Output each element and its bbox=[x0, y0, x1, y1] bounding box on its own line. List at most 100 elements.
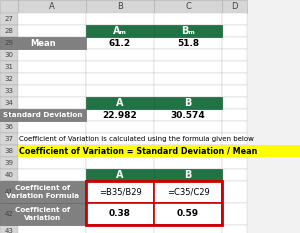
Bar bbox=[222, 73, 247, 85]
Bar bbox=[18, 157, 86, 169]
Bar bbox=[154, 133, 222, 145]
Text: 30: 30 bbox=[4, 52, 14, 58]
Bar bbox=[18, 37, 86, 49]
Text: 38: 38 bbox=[4, 148, 14, 154]
Bar bbox=[0, 73, 18, 85]
Bar bbox=[86, 13, 154, 25]
Bar bbox=[0, 145, 18, 157]
Bar bbox=[18, 13, 86, 25]
Bar bbox=[222, 37, 247, 49]
Text: 51.8: 51.8 bbox=[177, 38, 199, 48]
Bar bbox=[18, 85, 86, 97]
Bar bbox=[0, 49, 18, 61]
Bar bbox=[0, 203, 86, 225]
Bar bbox=[0, 85, 18, 97]
Text: 61.2: 61.2 bbox=[109, 38, 131, 48]
Bar bbox=[222, 25, 247, 37]
Text: =C35/C29: =C35/C29 bbox=[167, 188, 209, 196]
Bar bbox=[154, 13, 222, 25]
Bar bbox=[0, 181, 86, 203]
Bar bbox=[154, 145, 222, 157]
Text: B: B bbox=[117, 2, 123, 11]
Bar bbox=[222, 13, 247, 25]
Bar bbox=[154, 225, 222, 233]
Text: A: A bbox=[116, 98, 124, 108]
Bar bbox=[154, 169, 222, 181]
Bar bbox=[222, 61, 247, 73]
Bar bbox=[222, 109, 247, 121]
Bar bbox=[86, 181, 222, 225]
Bar bbox=[0, 203, 18, 225]
Bar bbox=[0, 133, 18, 145]
Text: 0.38: 0.38 bbox=[109, 209, 131, 219]
Bar bbox=[154, 203, 222, 225]
Text: 31: 31 bbox=[4, 64, 14, 70]
Bar bbox=[154, 181, 222, 203]
Bar bbox=[0, 181, 18, 203]
Bar bbox=[86, 181, 154, 203]
Bar bbox=[18, 61, 86, 73]
Bar bbox=[86, 37, 154, 49]
Bar bbox=[222, 181, 247, 203]
Bar bbox=[154, 121, 222, 133]
Bar bbox=[0, 61, 18, 73]
Bar bbox=[0, 13, 18, 25]
Text: 36: 36 bbox=[4, 124, 14, 130]
Bar bbox=[154, 203, 222, 225]
Bar bbox=[18, 203, 86, 225]
Bar bbox=[18, 181, 86, 203]
Bar bbox=[86, 203, 154, 225]
Text: Mean: Mean bbox=[30, 38, 56, 48]
Text: =B35/B29: =B35/B29 bbox=[99, 188, 141, 196]
Bar bbox=[18, 121, 86, 133]
Bar bbox=[86, 73, 154, 85]
Bar bbox=[154, 157, 222, 169]
Bar bbox=[86, 97, 154, 109]
Text: 35: 35 bbox=[4, 112, 14, 118]
Bar bbox=[154, 109, 222, 121]
Bar bbox=[154, 0, 222, 13]
Bar bbox=[86, 225, 154, 233]
Text: 42: 42 bbox=[4, 211, 14, 217]
Bar bbox=[222, 97, 247, 109]
Bar bbox=[18, 169, 86, 181]
Bar bbox=[222, 225, 247, 233]
Bar bbox=[86, 145, 154, 157]
Text: B: B bbox=[184, 98, 192, 108]
Text: Coefficient of
Variation: Coefficient of Variation bbox=[15, 208, 70, 220]
Text: Coefficient of Variation = Standard Deviation / Mean: Coefficient of Variation = Standard Devi… bbox=[19, 147, 257, 155]
Bar bbox=[0, 109, 86, 121]
Text: 30.574: 30.574 bbox=[171, 110, 206, 120]
Bar bbox=[154, 37, 222, 49]
Text: 43: 43 bbox=[4, 228, 14, 233]
Bar bbox=[18, 145, 86, 157]
Bar bbox=[222, 49, 247, 61]
Text: 0.59: 0.59 bbox=[177, 209, 199, 219]
Bar bbox=[222, 157, 247, 169]
Bar bbox=[86, 49, 154, 61]
Bar bbox=[86, 25, 154, 37]
Text: A: A bbox=[49, 2, 55, 11]
Text: 40: 40 bbox=[4, 172, 14, 178]
Bar bbox=[222, 0, 247, 13]
Bar bbox=[18, 225, 86, 233]
Bar bbox=[86, 181, 154, 203]
Bar bbox=[86, 169, 154, 181]
Bar bbox=[222, 145, 247, 157]
Bar bbox=[0, 37, 86, 49]
Bar bbox=[86, 85, 154, 97]
Text: 37: 37 bbox=[4, 136, 14, 142]
Bar bbox=[0, 0, 18, 13]
Bar bbox=[18, 133, 86, 145]
Bar bbox=[18, 25, 86, 37]
Text: Aₘ: Aₘ bbox=[113, 26, 127, 36]
Bar bbox=[154, 73, 222, 85]
Bar bbox=[18, 145, 300, 157]
Bar bbox=[154, 25, 222, 37]
Bar bbox=[0, 109, 18, 121]
Bar bbox=[154, 61, 222, 73]
Bar bbox=[154, 49, 222, 61]
Text: D: D bbox=[231, 2, 238, 11]
Bar bbox=[154, 181, 222, 203]
Bar bbox=[0, 25, 18, 37]
